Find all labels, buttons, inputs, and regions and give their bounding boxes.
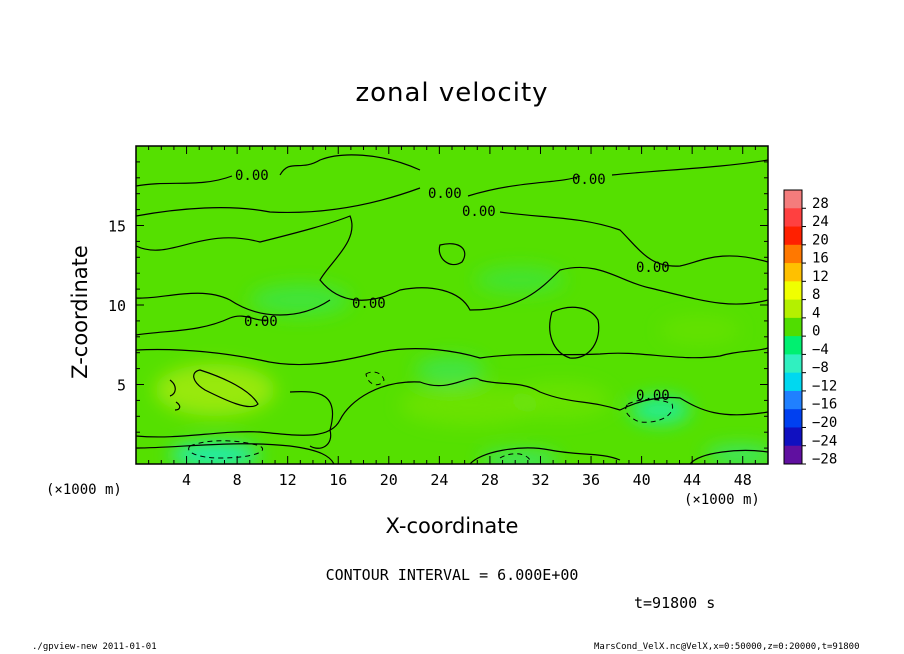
colorbar-label: 28 <box>812 196 829 212</box>
x-tick-label: 44 <box>683 471 701 489</box>
colorbar-label: 12 <box>812 269 829 285</box>
y-tick-label: 5 <box>117 377 126 395</box>
colorbar-swatch <box>784 244 802 264</box>
colorbar-label: −4 <box>812 342 829 358</box>
x-tick-label: 16 <box>329 471 347 489</box>
colorbar-label: 20 <box>812 232 829 248</box>
x-tick-label: 4 <box>182 471 191 489</box>
chart-title: zonal velocity <box>355 78 549 108</box>
colorbar-label: −24 <box>812 433 837 449</box>
contour-label-group: 0.00 0.00 0.00 0.00 0.00 0.00 0.00 0.00 <box>235 168 670 404</box>
x-tick-label: 24 <box>430 471 448 489</box>
x-tick-label: 40 <box>633 471 651 489</box>
x-tick-label: 32 <box>531 471 549 489</box>
colorbar-label: −28 <box>812 452 837 468</box>
colorbar-label: −20 <box>812 415 837 431</box>
contour-label: 0.00 <box>636 260 670 276</box>
colorbar-swatch <box>784 354 802 374</box>
heatmap-field <box>136 146 768 464</box>
x-axis-title: X-coordinate <box>385 514 519 538</box>
contour-label: 0.00 <box>636 388 670 404</box>
x-tick-label: 48 <box>734 471 752 489</box>
y-tick-label: 15 <box>108 218 126 236</box>
colorbar-swatch <box>784 445 802 465</box>
contour-label: 0.00 <box>462 204 496 220</box>
x-tick-label: 36 <box>582 471 600 489</box>
footer-source: MarsCond_VelX.nc@VelX,x=0:50000,z=0:2000… <box>594 642 860 652</box>
colorbar-swatch <box>784 409 802 428</box>
contour-label: 0.00 <box>244 314 278 330</box>
colorbar-swatch <box>784 263 802 282</box>
negative-contours <box>188 371 674 461</box>
colorbar-label: 24 <box>812 214 829 230</box>
contour-label: 0.00 <box>428 186 462 202</box>
footer-command: ./gpview-new 2011-01-01 <box>32 642 157 652</box>
contour-lines <box>136 154 768 464</box>
colorbar-label: −8 <box>812 360 829 376</box>
colorbar-label: 4 <box>812 305 820 321</box>
y-tick-label: 10 <box>108 297 126 315</box>
x-tick-label: 12 <box>279 471 297 489</box>
x-unit-label-right: (×1000 m) <box>684 492 760 508</box>
contour-interval-note: CONTOUR INTERVAL = 6.000E+00 <box>325 566 579 584</box>
colorbar-swatch <box>784 190 802 209</box>
colorbar-label: 8 <box>812 287 820 303</box>
colorbar-label: 0 <box>812 324 820 340</box>
colorbar-swatch <box>784 390 802 410</box>
colorbar-swatch <box>784 208 802 228</box>
x-tick-label: 20 <box>380 471 398 489</box>
colorbar-label: −16 <box>812 397 837 413</box>
x-axis: 4 8 12 16 20 24 28 32 36 40 44 48 <box>148 146 756 489</box>
contour-label: 0.00 <box>235 168 269 184</box>
colorbar-swatch <box>784 336 802 355</box>
colorbar: 28 24 20 16 12 8 4 0 −4 −8 −12 −16 −20 −24 −28 <box>783 189 837 468</box>
x-tick-label: 28 <box>481 471 499 489</box>
contour-label: 0.00 <box>572 172 606 188</box>
colorbar-label: 16 <box>812 251 829 267</box>
colorbar-swatch <box>784 281 802 301</box>
colorbar-frame <box>783 189 803 465</box>
x-unit-label-left: (×1000 m) <box>46 482 122 498</box>
y-axis-title: Z-coordinate <box>68 245 92 379</box>
time-stamp: t=91800 s <box>634 594 716 612</box>
contour-label: 0.00 <box>352 296 386 312</box>
colorbar-swatch <box>784 427 802 447</box>
y-axis: 5 10 15 <box>108 161 768 449</box>
x-tick-label: 8 <box>233 471 242 489</box>
colorbar-label: −12 <box>812 378 837 394</box>
colorbar-swatch <box>784 226 802 246</box>
colorbar-swatch <box>784 317 802 337</box>
colorbar-swatch <box>784 372 802 392</box>
colorbar-swatch <box>784 299 802 319</box>
